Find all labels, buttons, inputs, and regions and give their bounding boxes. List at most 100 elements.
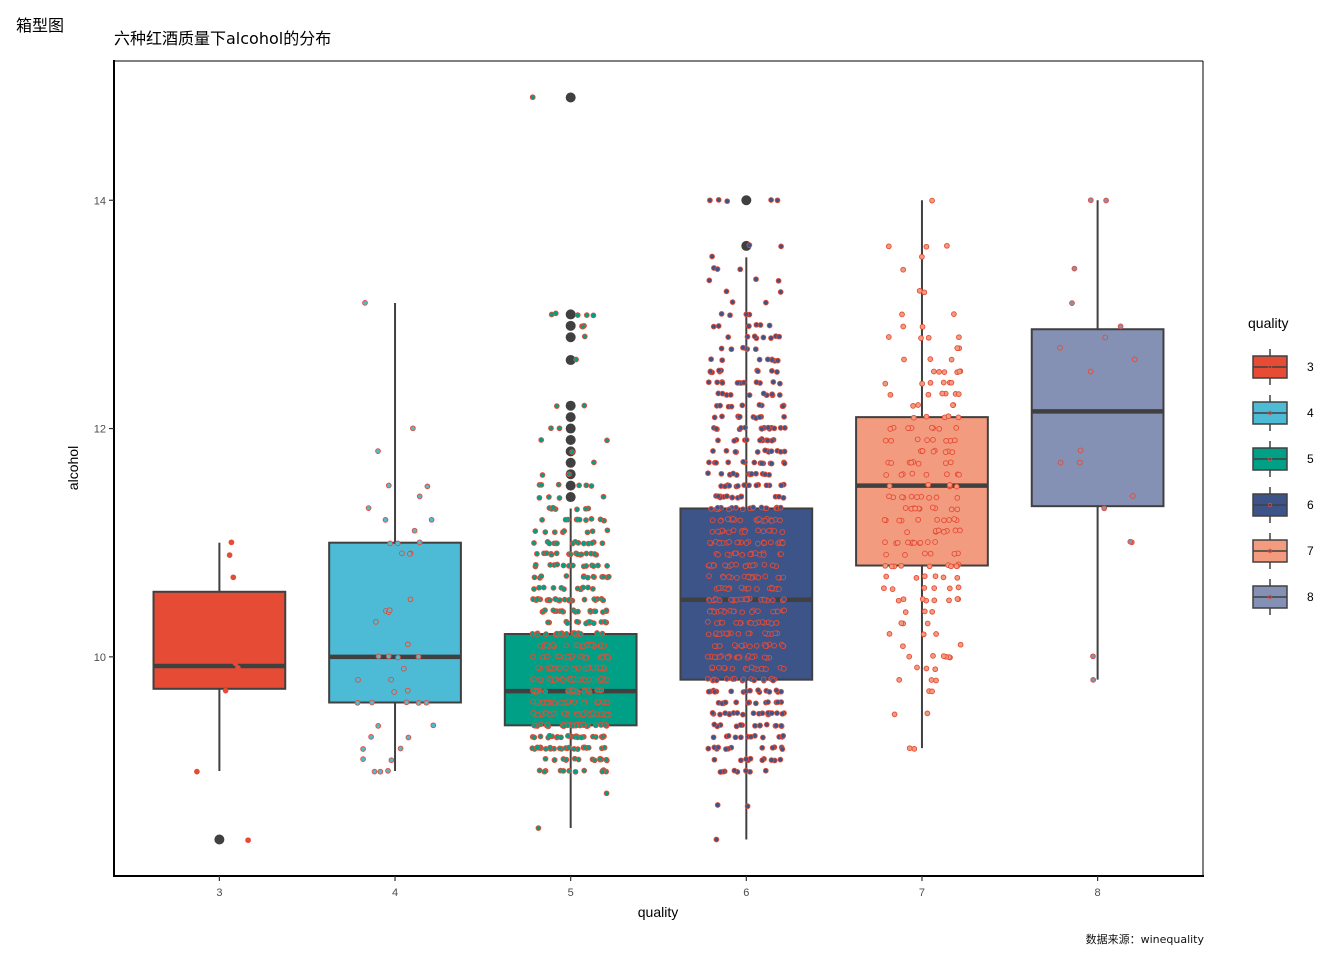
data-point xyxy=(727,392,734,398)
data-point xyxy=(599,540,606,547)
data-point xyxy=(714,620,720,627)
data-point xyxy=(924,437,930,443)
data-point xyxy=(715,437,721,444)
data-point xyxy=(759,757,766,764)
data-point xyxy=(730,608,737,615)
data-point xyxy=(926,563,933,570)
data-point xyxy=(743,540,750,546)
data-point xyxy=(539,517,545,523)
data-point xyxy=(584,529,591,536)
data-point xyxy=(583,482,590,489)
data-point xyxy=(228,539,235,546)
data-point xyxy=(565,733,571,739)
data-point xyxy=(741,482,748,488)
data-point xyxy=(570,666,577,673)
data-point xyxy=(768,710,775,716)
data-point xyxy=(956,471,962,478)
data-point xyxy=(726,539,732,545)
data-point xyxy=(776,333,783,340)
data-point xyxy=(576,516,583,523)
data-point xyxy=(717,769,724,775)
data-point xyxy=(776,493,782,500)
data-point xyxy=(587,607,594,614)
data-point xyxy=(585,584,591,591)
x-tick-label: 7 xyxy=(919,887,925,899)
data-point xyxy=(583,550,590,557)
data-point xyxy=(385,482,392,489)
data-point xyxy=(753,482,760,489)
data-point xyxy=(604,563,610,569)
data-point xyxy=(761,561,768,568)
data-point xyxy=(780,643,786,649)
data-point xyxy=(710,734,717,741)
data-point xyxy=(929,608,936,615)
data-point xyxy=(760,734,766,741)
data-point xyxy=(762,573,769,580)
data-point xyxy=(743,437,750,443)
data-point xyxy=(750,710,757,717)
data-point xyxy=(365,505,372,511)
legend-point xyxy=(1267,364,1273,370)
data-point xyxy=(909,470,916,477)
data-point xyxy=(732,734,739,741)
data-point xyxy=(394,540,401,547)
data-point xyxy=(590,664,597,671)
data-point xyxy=(921,289,928,296)
data-point xyxy=(235,665,241,671)
data-point xyxy=(902,609,909,615)
data-point xyxy=(929,688,935,695)
data-point xyxy=(942,460,949,466)
data-point xyxy=(716,664,722,671)
data-point xyxy=(590,620,597,627)
data-point xyxy=(565,744,572,751)
data-point xyxy=(580,721,587,728)
data-point xyxy=(921,608,928,615)
data-point xyxy=(950,402,956,408)
data-point xyxy=(566,767,573,774)
data-point xyxy=(748,620,754,626)
data-point xyxy=(713,677,720,684)
data-point xyxy=(769,597,776,604)
data-point xyxy=(779,529,786,535)
data-point xyxy=(571,699,578,705)
data-point xyxy=(936,369,942,375)
data-point xyxy=(556,425,563,432)
data-point xyxy=(944,471,950,478)
data-point xyxy=(732,550,739,557)
data-point xyxy=(710,448,716,454)
data-point xyxy=(919,448,926,454)
data-point xyxy=(711,756,718,763)
data-point xyxy=(888,563,895,570)
data-point xyxy=(753,642,760,649)
data-point xyxy=(954,596,961,602)
jitter-points-3 xyxy=(191,539,251,844)
data-point xyxy=(574,551,581,558)
data-point xyxy=(953,483,960,490)
y-tick-label: 14 xyxy=(94,195,106,207)
data-point xyxy=(748,664,755,671)
data-point xyxy=(708,506,714,512)
data-point xyxy=(1087,197,1094,204)
data-point xyxy=(940,529,947,535)
data-point xyxy=(705,631,712,638)
legend-label: 8 xyxy=(1307,590,1314,604)
data-point xyxy=(572,768,579,775)
data-point xyxy=(733,723,740,730)
data-point xyxy=(748,471,755,477)
data-point xyxy=(373,619,379,625)
data-point xyxy=(918,335,924,341)
data-point xyxy=(597,665,604,671)
data-point xyxy=(756,356,763,363)
data-point xyxy=(704,653,711,660)
data-point xyxy=(536,767,543,774)
data-point xyxy=(538,573,545,580)
data-point xyxy=(597,755,603,762)
data-point xyxy=(769,368,775,374)
data-point xyxy=(756,402,763,408)
data-point xyxy=(768,620,775,627)
data-point xyxy=(530,710,537,716)
plot-marks xyxy=(152,92,1165,845)
outlier-point xyxy=(565,320,576,331)
legend-label: 4 xyxy=(1307,406,1314,420)
data-point xyxy=(921,585,928,591)
